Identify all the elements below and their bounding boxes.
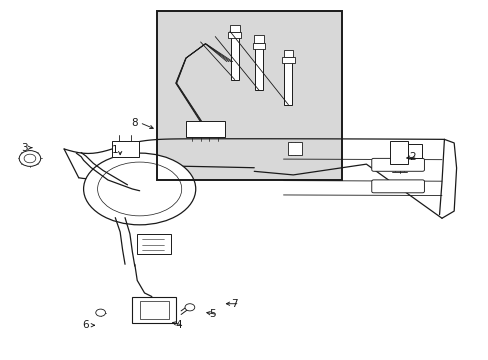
Bar (284, 62, 292, 105)
Ellipse shape (98, 162, 182, 216)
Text: 8: 8 (131, 118, 138, 128)
Bar (254, 36, 264, 42)
Circle shape (96, 309, 105, 316)
Text: 3: 3 (21, 143, 27, 153)
Bar (255, 47, 263, 90)
Text: 4: 4 (175, 320, 182, 330)
Circle shape (19, 150, 41, 166)
Bar (283, 50, 293, 57)
Bar (229, 25, 239, 32)
Bar (288, 142, 302, 155)
Bar (140, 301, 168, 319)
Bar (185, 121, 224, 137)
Bar (389, 140, 407, 164)
Bar (407, 144, 421, 158)
Bar (137, 234, 171, 253)
Text: 2: 2 (408, 152, 415, 162)
Ellipse shape (83, 153, 195, 225)
Bar (157, 12, 341, 180)
Bar (132, 297, 176, 323)
Text: 7: 7 (231, 299, 238, 309)
Bar (252, 42, 265, 49)
Bar (282, 57, 294, 63)
Bar (157, 12, 341, 180)
Circle shape (24, 154, 36, 163)
Bar (228, 32, 241, 39)
Bar (230, 37, 238, 80)
FancyBboxPatch shape (371, 180, 424, 193)
Text: 5: 5 (209, 310, 216, 319)
Text: 6: 6 (82, 320, 89, 330)
FancyBboxPatch shape (371, 158, 424, 171)
Circle shape (184, 304, 194, 311)
Text: 1: 1 (112, 144, 119, 154)
Bar (112, 140, 139, 157)
